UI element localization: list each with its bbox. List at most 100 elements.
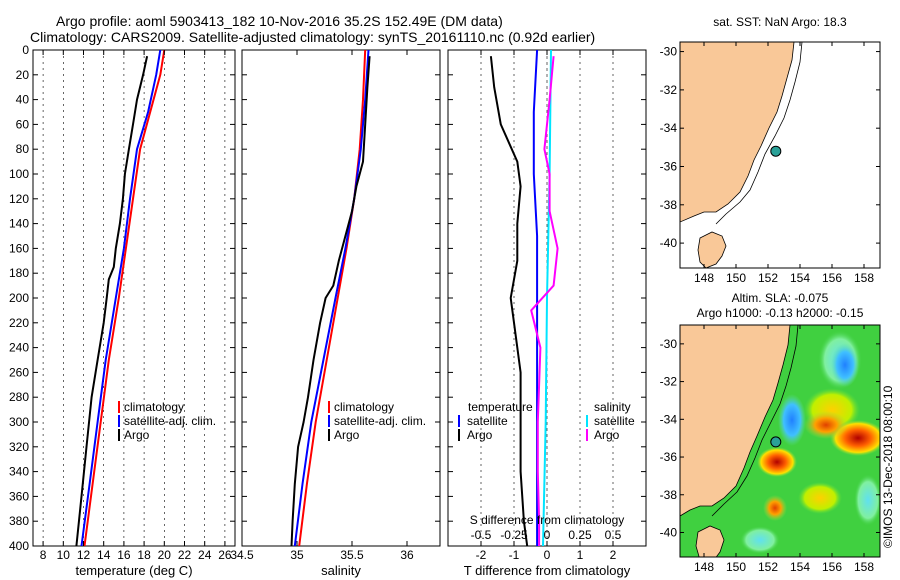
depth-axis: 0 20 40 60 80 100 120 140 160 180 200 220 240 260 280 3…: [9, 43, 646, 553]
map-y-tick-label: -36: [660, 159, 678, 173]
sst-map-tasmania: [697, 231, 727, 268]
map-x-tick-label: 156: [822, 560, 842, 574]
salinity-diff-tick-label: 0.25: [568, 528, 592, 542]
sla-argo-location-marker: [770, 436, 782, 448]
difference-x-axis: -2 -1 0 1 2: [476, 50, 617, 562]
x-tick-label: 34.5: [230, 548, 254, 562]
sst-map-axes: 148 150 152 154 156 158 -30 -32 -34 -36 -38 -40: [660, 42, 880, 285]
map-y-tick-label: -30: [660, 337, 678, 351]
x-tick-label: 2: [610, 548, 617, 562]
sla-map-axes: 148 150 152 154 156 158 -30 -32 -34 -36 -38 -40: [660, 325, 880, 574]
salinity-x-axis: 34.5 35 35.5 36: [230, 50, 414, 562]
map-x-tick-label: 148: [694, 271, 714, 285]
x-tick-label: 1: [577, 548, 584, 562]
depth-tick-label: 80: [16, 142, 30, 156]
map-y-tick-label: -40: [660, 525, 678, 539]
salinity-xlabel: salinity: [321, 563, 361, 578]
sst-map-shelf-contour: [715, 42, 803, 225]
x-tick-label: 24: [198, 548, 212, 562]
depth-tick-label: 380: [9, 514, 29, 528]
difference-legend: temperature salinity satellite Argo sate…: [458, 400, 635, 442]
map-y-tick-label: -38: [660, 198, 678, 212]
map-x-tick-label: 152: [758, 560, 778, 574]
series-line-t-argo: [489, 56, 529, 546]
series-line-satellite-adj-clim-: [293, 50, 370, 546]
sst-map-title: sat. SST: NaN Argo: 18.3: [713, 15, 847, 29]
x-tick-label: 35.5: [340, 548, 364, 562]
salinity-panel-frame: [241, 49, 441, 547]
legend-label-t-satellite: satellite: [467, 414, 508, 428]
map-y-tick-label: -34: [660, 121, 678, 135]
legend-title-salinity: salinity: [594, 400, 631, 414]
salinity-legend: climatology satellite-adj. clim. Argo: [328, 400, 426, 442]
series-line-climatology: [298, 50, 367, 546]
sla-anomaly-cyan-south: [740, 526, 780, 554]
legend-label-satellite: satellite-adj. clim.: [124, 414, 216, 428]
depth-tick-label: 180: [9, 266, 29, 280]
figure-title-line1: Argo profile: aoml 5903413_182 10-Nov-20…: [56, 13, 503, 29]
series-line-climatology: [83, 50, 166, 546]
imos-watermark: ©IMOS 13-Dec-2018 08:00:10: [881, 385, 895, 548]
map-y-tick-label: -38: [660, 488, 678, 502]
sla-anomaly-yellow-se: [798, 482, 842, 514]
x-tick-label: 36: [400, 548, 414, 562]
sla-map-title-line1: Altim. SLA: -0.075: [732, 291, 829, 305]
depth-tick-label: 100: [9, 167, 29, 181]
x-tick-label: 14: [97, 548, 111, 562]
difference-series: [489, 50, 559, 546]
x-tick-label: 8: [40, 548, 47, 562]
sst-map-land: [680, 42, 795, 223]
salinity-diff-tick-label: -0.5: [471, 528, 492, 542]
map-y-tick-label: -32: [660, 375, 678, 389]
map-x-tick-label: 154: [790, 271, 810, 285]
sla-anomaly-orange-sw: [763, 495, 787, 521]
legend-label-climatology: climatology: [334, 400, 394, 414]
series-line-satellite-adj-clim-: [80, 50, 162, 546]
sst-argo-location-marker: [770, 145, 782, 157]
sst-map: [680, 42, 880, 268]
sla-map-title-line2: Argo h1000: -0.13 h2000: -0.15: [697, 306, 864, 320]
sla-heatmap: [680, 325, 880, 557]
x-tick-label: 16: [117, 548, 131, 562]
sst-map-frame: [679, 41, 881, 269]
depth-tick-label: 280: [9, 390, 29, 404]
map-y-tick-label: -34: [660, 412, 678, 426]
temperature-x-axis: 8 10 12 14 16 18 20 22 24 26: [40, 50, 232, 562]
depth-tick-label: 220: [9, 316, 29, 330]
depth-tick-label: 260: [9, 365, 29, 379]
x-tick-label: 26: [218, 548, 232, 562]
sla-anomaly-blue-west: [778, 394, 806, 446]
depth-tick-label: 340: [9, 465, 29, 479]
sla-map-shelf-contour: [711, 325, 799, 517]
map-y-tick-label: -36: [660, 450, 678, 464]
temperature-series: [75, 50, 166, 546]
x-tick-label: 22: [178, 548, 192, 562]
depth-tick-label: 140: [9, 217, 29, 231]
x-tick-label: 20: [158, 548, 172, 562]
sla-map-land: [680, 325, 791, 517]
map-x-tick-label: 154: [790, 560, 810, 574]
depth-tick-label: 200: [9, 291, 29, 305]
x-tick-label: -1: [509, 548, 520, 562]
legend-label-climatology: climatology: [124, 400, 184, 414]
map-x-tick-label: 150: [726, 560, 746, 574]
depth-tick-label: 160: [9, 241, 29, 255]
x-tick-label: 35: [290, 548, 304, 562]
series-line-argo: [75, 55, 149, 546]
legend-title-temperature: temperature: [468, 400, 533, 414]
map-x-tick-label: 156: [822, 271, 842, 285]
series-line-s-satellite: [542, 50, 552, 546]
legend-label-argo: Argo: [334, 428, 360, 442]
map-x-tick-label: 148: [694, 560, 714, 574]
x-tick-label: 12: [77, 548, 91, 562]
sla-anomaly-blue: [831, 343, 859, 387]
legend-label-satellite: satellite-adj. clim.: [334, 414, 426, 428]
depth-tick-label: 40: [16, 93, 30, 107]
salinity-series: [290, 50, 371, 546]
depth-tick-label: 300: [9, 415, 29, 429]
temperature-legend: climatology satellite-adj. clim. Argo: [118, 400, 216, 442]
depth-tick-label: 20: [16, 68, 30, 82]
difference-xlabel: T difference from climatology: [464, 563, 631, 578]
depth-tick-label: 240: [9, 341, 29, 355]
